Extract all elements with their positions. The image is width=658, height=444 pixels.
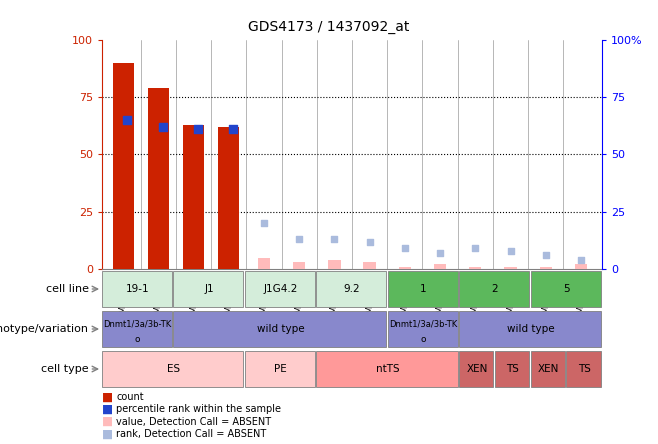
Text: o: o bbox=[420, 334, 426, 344]
Bar bbox=[567, 351, 601, 388]
Bar bbox=[293, 262, 305, 269]
Text: Dnmt1/3a/3b-TK: Dnmt1/3a/3b-TK bbox=[103, 320, 172, 329]
Point bbox=[157, 123, 168, 131]
Text: J1G4.2: J1G4.2 bbox=[263, 284, 298, 294]
Text: value, Detection Call = ABSENT: value, Detection Call = ABSENT bbox=[116, 417, 272, 427]
Point bbox=[399, 245, 410, 252]
Text: genotype/variation: genotype/variation bbox=[0, 324, 89, 334]
Text: cell line: cell line bbox=[46, 284, 89, 294]
Bar bbox=[102, 311, 172, 347]
Text: 2: 2 bbox=[492, 284, 498, 294]
Bar bbox=[363, 262, 376, 269]
Text: ■: ■ bbox=[102, 415, 113, 428]
Point bbox=[259, 220, 269, 227]
Bar bbox=[174, 270, 243, 307]
Text: ■: ■ bbox=[102, 428, 113, 440]
Bar bbox=[530, 351, 565, 388]
Bar bbox=[388, 311, 458, 347]
Bar bbox=[540, 267, 552, 269]
Point bbox=[505, 247, 516, 254]
Text: cell type: cell type bbox=[41, 364, 89, 374]
Bar bbox=[113, 63, 134, 269]
Point bbox=[228, 126, 238, 133]
Bar bbox=[316, 270, 386, 307]
Bar bbox=[148, 88, 169, 269]
Point bbox=[193, 126, 203, 133]
Bar bbox=[245, 351, 315, 388]
Bar bbox=[102, 351, 243, 388]
Bar bbox=[459, 311, 601, 347]
Bar bbox=[504, 267, 517, 269]
Bar bbox=[459, 351, 494, 388]
Text: XEN: XEN bbox=[538, 364, 559, 374]
Text: J1: J1 bbox=[205, 284, 214, 294]
Text: 19-1: 19-1 bbox=[126, 284, 149, 294]
Text: TS: TS bbox=[578, 364, 591, 374]
Text: Dnmt1/3a/3b-TK: Dnmt1/3a/3b-TK bbox=[390, 320, 457, 329]
Text: ■: ■ bbox=[102, 391, 113, 404]
Point bbox=[294, 236, 305, 243]
Text: GDS4173 / 1437092_at: GDS4173 / 1437092_at bbox=[248, 20, 410, 34]
Bar bbox=[575, 265, 587, 269]
Bar bbox=[530, 270, 601, 307]
Text: percentile rank within the sample: percentile rank within the sample bbox=[116, 404, 282, 414]
Text: o: o bbox=[135, 334, 140, 344]
Bar bbox=[174, 311, 386, 347]
Text: wild type: wild type bbox=[507, 324, 555, 334]
Text: 5: 5 bbox=[563, 284, 570, 294]
Text: PE: PE bbox=[274, 364, 287, 374]
Point bbox=[470, 245, 480, 252]
Bar bbox=[459, 270, 529, 307]
Text: rank, Detection Call = ABSENT: rank, Detection Call = ABSENT bbox=[116, 429, 266, 439]
Text: wild type: wild type bbox=[257, 324, 305, 334]
Point bbox=[365, 238, 375, 245]
Text: ntTS: ntTS bbox=[376, 364, 399, 374]
Text: 1: 1 bbox=[420, 284, 427, 294]
Point bbox=[540, 252, 551, 259]
Bar bbox=[399, 267, 411, 269]
Text: TS: TS bbox=[507, 364, 519, 374]
Text: 9.2: 9.2 bbox=[343, 284, 361, 294]
Point bbox=[576, 256, 586, 263]
Bar bbox=[245, 270, 315, 307]
Point bbox=[329, 236, 340, 243]
Bar bbox=[258, 258, 270, 269]
Text: ES: ES bbox=[167, 364, 180, 374]
Text: count: count bbox=[116, 392, 144, 402]
Bar bbox=[434, 265, 446, 269]
Bar bbox=[316, 351, 458, 388]
Text: XEN: XEN bbox=[467, 364, 488, 374]
Point bbox=[122, 117, 133, 124]
Bar bbox=[183, 125, 204, 269]
Bar bbox=[102, 270, 172, 307]
Bar bbox=[328, 260, 341, 269]
Bar bbox=[469, 267, 482, 269]
Text: ■: ■ bbox=[102, 403, 113, 416]
Bar bbox=[218, 127, 240, 269]
Bar bbox=[388, 270, 458, 307]
Point bbox=[435, 250, 445, 257]
Bar bbox=[495, 351, 529, 388]
